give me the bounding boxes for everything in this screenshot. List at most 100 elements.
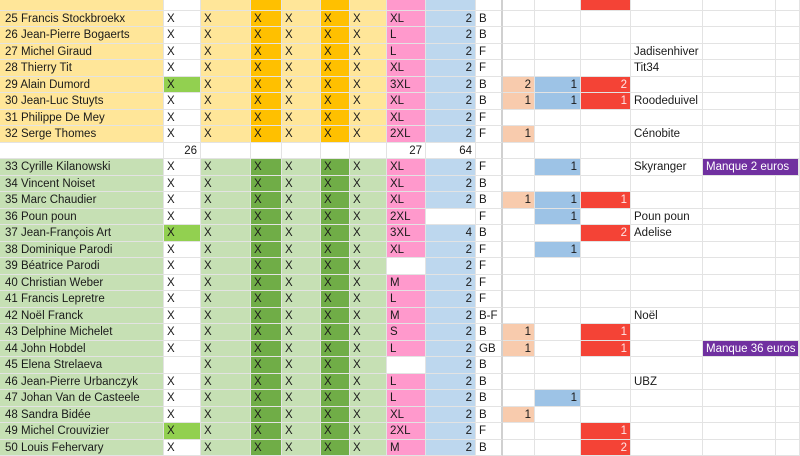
col-h-cell[interactable]: 1: [535, 77, 581, 94]
name-cell[interactable]: 50 Louis Fehervary: [0, 440, 164, 456]
col-c-cell[interactable]: X: [251, 390, 282, 407]
col-e-cell[interactable]: X: [321, 242, 350, 259]
cell[interactable]: [776, 93, 800, 110]
col-g-cell[interactable]: [503, 27, 535, 44]
note-cell[interactable]: [631, 27, 703, 44]
col-g-cell[interactable]: [503, 390, 535, 407]
col-i-cell[interactable]: [581, 176, 631, 193]
col-g-cell[interactable]: [503, 357, 535, 374]
name-cell[interactable]: 31 Philippe De Mey: [0, 110, 164, 127]
col-b-cell[interactable]: X: [201, 93, 251, 110]
col-a-cell[interactable]: X: [164, 390, 201, 407]
col-a-cell[interactable]: X: [164, 11, 201, 28]
qty-cell[interactable]: 2: [426, 159, 476, 176]
qty-cell[interactable]: 2: [426, 324, 476, 341]
col-f-cell[interactable]: X: [350, 176, 387, 193]
type-cell[interactable]: F: [476, 242, 503, 259]
type-cell[interactable]: F: [476, 209, 503, 226]
cell[interactable]: [776, 192, 800, 209]
col-d-cell[interactable]: X: [282, 258, 321, 275]
payment-note-cell[interactable]: [703, 258, 776, 275]
payment-note-cell[interactable]: [703, 44, 776, 61]
payment-note-cell[interactable]: [703, 308, 776, 325]
col-e-cell[interactable]: X: [321, 308, 350, 325]
col-c-cell[interactable]: X: [251, 275, 282, 292]
col-b-cell[interactable]: X: [201, 423, 251, 440]
col-d-cell[interactable]: X: [282, 93, 321, 110]
col-e-cell[interactable]: X: [321, 159, 350, 176]
col-a-cell[interactable]: X: [164, 407, 201, 424]
cell[interactable]: [476, 143, 503, 160]
col-c-cell[interactable]: X: [251, 407, 282, 424]
cell[interactable]: [535, 143, 581, 160]
col-g-cell[interactable]: [503, 440, 535, 456]
type-cell[interactable]: B: [476, 407, 503, 424]
name-cell[interactable]: 29 Alain Dumord: [0, 77, 164, 94]
name-cell[interactable]: 41 Francis Lepretre: [0, 291, 164, 308]
size-cell[interactable]: XL: [387, 11, 426, 28]
col-g-cell[interactable]: [503, 242, 535, 259]
type-cell[interactable]: F: [476, 291, 503, 308]
cell[interactable]: [321, 143, 350, 160]
payment-note-cell[interactable]: [703, 93, 776, 110]
payment-note-cell[interactable]: [703, 11, 776, 28]
cell[interactable]: [201, 0, 251, 11]
col-c-cell[interactable]: X: [251, 291, 282, 308]
col-c-cell[interactable]: X: [251, 225, 282, 242]
size-cell[interactable]: [387, 357, 426, 374]
col-b-cell[interactable]: X: [201, 407, 251, 424]
col-b-cell[interactable]: X: [201, 258, 251, 275]
payment-note-cell[interactable]: [703, 110, 776, 127]
col-b-cell[interactable]: X: [201, 77, 251, 94]
col-f-cell[interactable]: X: [350, 93, 387, 110]
col-f-cell[interactable]: X: [350, 27, 387, 44]
col-b-cell[interactable]: X: [201, 192, 251, 209]
col-h-cell[interactable]: [535, 423, 581, 440]
col-h-cell[interactable]: [535, 27, 581, 44]
cell[interactable]: [0, 0, 164, 11]
col-a-cell[interactable]: [164, 357, 201, 374]
name-cell[interactable]: 46 Jean-Pierre Urbanczyk: [0, 374, 164, 391]
name-cell[interactable]: 35 Marc Chaudier: [0, 192, 164, 209]
col-f-cell[interactable]: X: [350, 390, 387, 407]
col-d-cell[interactable]: X: [282, 242, 321, 259]
payment-note-cell[interactable]: [703, 27, 776, 44]
col-i-cell[interactable]: 1: [581, 324, 631, 341]
col-i-cell[interactable]: [581, 242, 631, 259]
cell[interactable]: [776, 209, 800, 226]
cell[interactable]: [776, 11, 800, 28]
col-e-cell[interactable]: X: [321, 44, 350, 61]
cell[interactable]: [776, 44, 800, 61]
col-a-cell[interactable]: X: [164, 209, 201, 226]
cell[interactable]: [776, 77, 800, 94]
note-cell[interactable]: [631, 423, 703, 440]
name-cell[interactable]: 37 Jean-François Art: [0, 225, 164, 242]
col-b-cell[interactable]: X: [201, 275, 251, 292]
total-size[interactable]: 27: [387, 143, 426, 160]
col-g-cell[interactable]: [503, 110, 535, 127]
name-cell[interactable]: 30 Jean-Luc Stuyts: [0, 93, 164, 110]
col-g-cell[interactable]: [503, 44, 535, 61]
size-cell[interactable]: L: [387, 27, 426, 44]
name-cell[interactable]: 43 Delphine Michelet: [0, 324, 164, 341]
qty-cell[interactable]: 2: [426, 275, 476, 292]
col-f-cell[interactable]: X: [350, 44, 387, 61]
name-cell[interactable]: 34 Vincent Noiset: [0, 176, 164, 193]
col-a-cell[interactable]: X: [164, 176, 201, 193]
cell[interactable]: [503, 143, 535, 160]
payment-note-cell[interactable]: [703, 357, 776, 374]
qty-cell[interactable]: 2: [426, 423, 476, 440]
type-cell[interactable]: F: [476, 60, 503, 77]
type-cell[interactable]: B: [476, 324, 503, 341]
name-cell[interactable]: 27 Michel Giraud: [0, 44, 164, 61]
col-g-cell[interactable]: [503, 423, 535, 440]
cell[interactable]: [350, 0, 387, 11]
col-h-cell[interactable]: [535, 440, 581, 456]
note-cell[interactable]: Poun poun: [631, 209, 703, 226]
col-i-cell[interactable]: 2: [581, 77, 631, 94]
cell[interactable]: [282, 143, 321, 160]
qty-cell[interactable]: 2: [426, 126, 476, 143]
col-e-cell[interactable]: X: [321, 192, 350, 209]
note-cell[interactable]: [631, 176, 703, 193]
col-c-cell[interactable]: X: [251, 242, 282, 259]
